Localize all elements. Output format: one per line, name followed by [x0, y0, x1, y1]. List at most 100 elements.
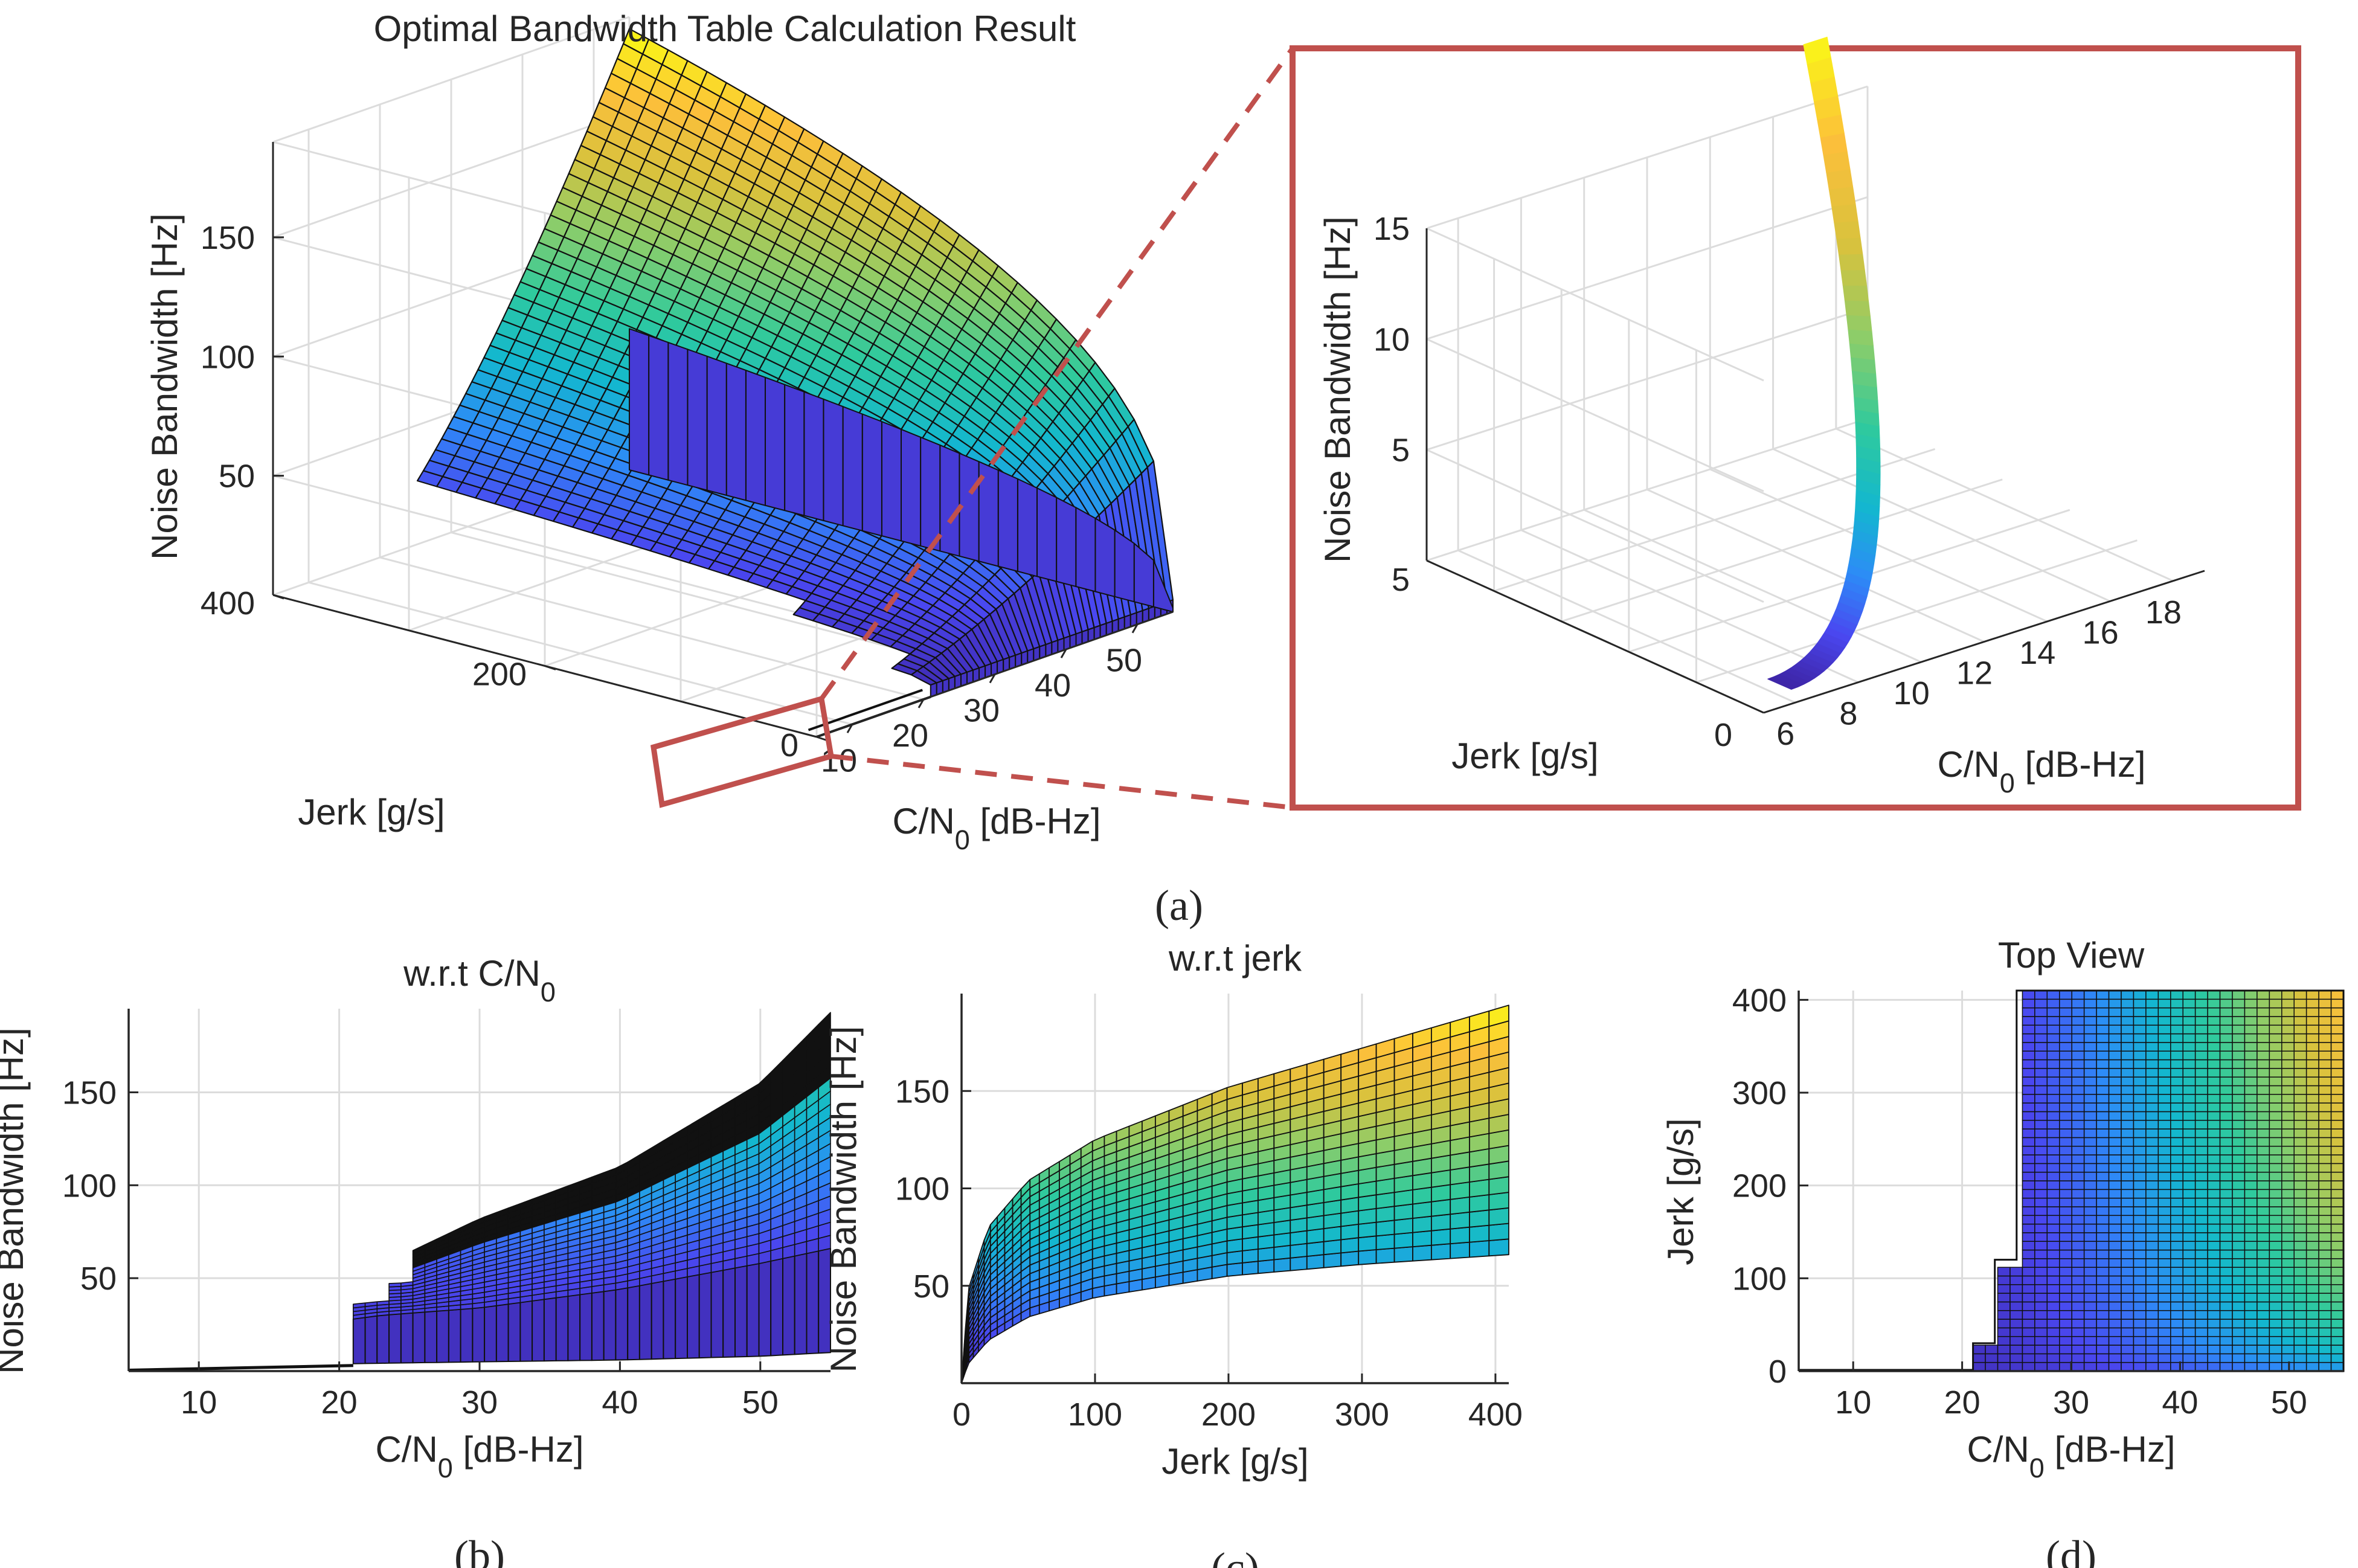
x-tick-label: 10	[181, 1384, 217, 1421]
surface-side-cell	[901, 428, 922, 547]
heatmap-cell	[2330, 1310, 2344, 1320]
heatmap-cell	[2318, 1327, 2332, 1337]
heatmap-cell	[2318, 1361, 2332, 1372]
heatmap-cell	[2022, 1223, 2035, 1233]
heatmap-cell	[2108, 1085, 2122, 1095]
heatmap-cell	[2096, 1258, 2110, 1268]
heatmap-cell	[2121, 998, 2135, 1009]
heatmap-cell	[2046, 1154, 2060, 1165]
y-tick-label: 100	[895, 1171, 949, 1207]
heatmap-cell	[2269, 1171, 2283, 1181]
heatmap-cell	[2133, 1137, 2147, 1147]
heatmap-cell	[2207, 1301, 2221, 1311]
heatmap-cell	[2145, 1024, 2159, 1035]
heatmap-cell	[2145, 1258, 2159, 1268]
heatmap-cell	[2318, 1180, 2332, 1190]
heatmap-cell	[2059, 1016, 2072, 1026]
heatmap-cell	[2269, 1059, 2283, 1069]
y-tick-label: 150	[62, 1075, 117, 1111]
surface-cell	[400, 1281, 414, 1287]
heatmap-cell	[2257, 1215, 2270, 1225]
heatmap-cell	[2157, 1232, 2171, 1242]
heatmap-cell	[2170, 1335, 2183, 1346]
heatmap-cell	[2293, 1128, 2307, 1139]
heatmap-cell	[2330, 1154, 2344, 1165]
heatmap-cell	[2207, 1215, 2221, 1225]
heatmap-cell	[2022, 1120, 2035, 1129]
heatmap-cell	[2046, 1145, 2060, 1155]
heatmap-cell	[2046, 1206, 2060, 1216]
heatmap-cell	[2170, 1189, 2183, 1199]
heatmap-cell	[2207, 1267, 2221, 1277]
heatmap-cell	[2318, 1241, 2332, 1251]
heatmap-cell	[2170, 1267, 2183, 1277]
heatmap-cell	[2293, 1258, 2307, 1268]
heatmap-cell	[2157, 1241, 2171, 1251]
heatmap-cell	[2157, 1284, 2171, 1294]
heatmap-cell	[2182, 1223, 2196, 1233]
heatmap-cell	[2170, 1284, 2183, 1294]
heatmap-cell	[2157, 1068, 2171, 1078]
heatmap-cell	[2022, 1249, 2035, 1259]
heatmap-cell	[2207, 1171, 2221, 1181]
surface-cell	[448, 1308, 461, 1363]
heatmap-cell	[2046, 1327, 2060, 1337]
y-tick-label: 100	[1732, 1261, 1787, 1297]
surface-cell	[1828, 186, 1856, 207]
heatmap-cell	[2034, 1111, 2048, 1121]
heatmap-cell	[2059, 1085, 2072, 1095]
heatmap-cell	[2182, 1094, 2196, 1104]
heatmap-cell	[2182, 1215, 2196, 1225]
heatmap-cell	[2244, 1024, 2258, 1035]
surface-cell	[412, 1311, 426, 1364]
surface-side-cell	[765, 376, 786, 512]
heatmap-cell	[2305, 1068, 2319, 1078]
heatmap-cell	[2182, 1319, 2196, 1329]
y-tick-label: 0	[780, 727, 798, 763]
heatmap-cell	[2071, 1301, 2085, 1311]
heatmap-cell	[2182, 1042, 2196, 1052]
heatmap-cell	[2244, 1361, 2258, 1372]
surface-cell	[1226, 1262, 1243, 1277]
heatmap-cell	[2096, 1206, 2110, 1216]
heatmap-cell	[2133, 1068, 2147, 1078]
heatmap-cell	[2022, 1319, 2035, 1329]
heatmap-cell	[2157, 1024, 2171, 1035]
heatmap-cell	[2108, 1206, 2122, 1216]
heatmap-cell	[2034, 1007, 2048, 1017]
heatmap-cell	[2182, 1016, 2196, 1026]
heatmap-cell	[2182, 1249, 2196, 1259]
heatmap-cell	[2330, 1042, 2344, 1052]
heatmap-cell	[2096, 1327, 2110, 1337]
heatmap-cell	[2244, 1050, 2258, 1061]
heatmap-cell	[2034, 1120, 2048, 1129]
surface-cell	[352, 1302, 366, 1309]
heatmap-cell	[2034, 1206, 2048, 1216]
heatmap-cell	[2244, 1137, 2258, 1147]
heatmap-cell	[2207, 1024, 2221, 1035]
heatmap-cell	[2219, 1310, 2233, 1320]
heatmap-cell	[2096, 1163, 2110, 1173]
heatmap-cell	[2257, 1042, 2270, 1052]
heatmap-cell	[2145, 1171, 2159, 1181]
surface-cell	[1257, 1247, 1275, 1262]
surface-side-cell	[784, 384, 805, 516]
heatmap-cell	[2145, 1301, 2159, 1311]
heatmap-cell	[2170, 1016, 2183, 1026]
heatmap-cell	[2022, 1301, 2035, 1311]
heatmap-cell	[2108, 1241, 2122, 1251]
heatmap-cell	[2022, 1111, 2035, 1121]
heatmap-cell	[2108, 1137, 2122, 1147]
heatmap-cell	[2133, 1293, 2147, 1303]
heatmap-cell	[2293, 1163, 2307, 1173]
heatmap-cell	[2145, 1076, 2159, 1087]
heatmap-cell	[2318, 1284, 2332, 1294]
heatmap-cell	[2281, 1258, 2295, 1268]
heatmap-cell	[2071, 1163, 2085, 1173]
heatmap-cell	[2009, 1327, 2023, 1337]
heatmap-cell	[2096, 1361, 2110, 1372]
heatmap-cell	[2170, 1215, 2183, 1225]
heatmap-cell	[2009, 1275, 2023, 1285]
heatmap-cell	[2318, 1016, 2332, 1026]
heatmap-cell	[2108, 1059, 2122, 1069]
